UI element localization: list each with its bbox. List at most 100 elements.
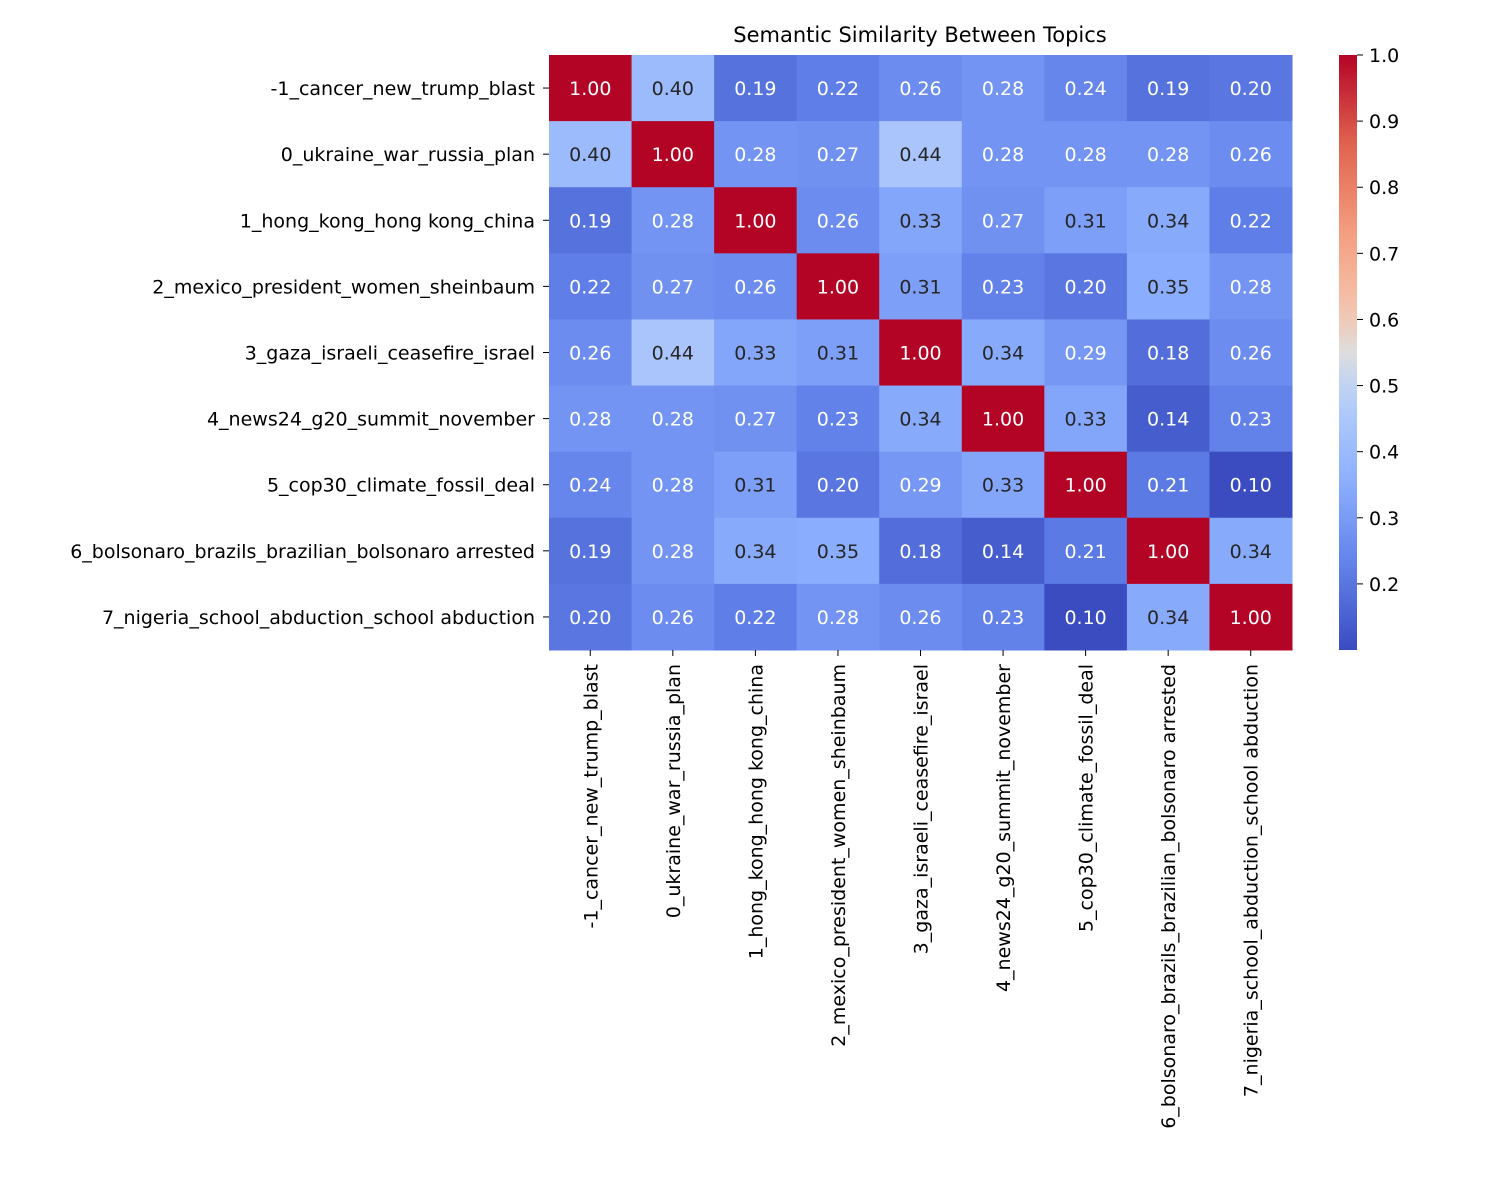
heatmap-cell: [1209, 451, 1293, 519]
heatmap-cell: [1126, 385, 1210, 453]
cell-annotation: 0.26: [817, 210, 859, 232]
x-tick-label: 3_gaza_israeli_ceasefire_israel: [911, 664, 933, 954]
cell-annotation: 0.28: [1064, 144, 1106, 166]
y-tick-label: -1_cancer_new_trump_blast: [271, 78, 536, 100]
heatmap-cell: [796, 517, 880, 585]
cell-annotation: 0.20: [1230, 78, 1272, 100]
cell-annotation: 0.33: [734, 343, 776, 365]
heatmap-cell: [961, 55, 1045, 122]
cell-annotation: 0.27: [817, 144, 859, 166]
heatmap-cell: [1126, 55, 1210, 122]
cell-annotation: 0.33: [899, 210, 941, 232]
heatmap-cell: [879, 55, 963, 122]
heatmap-cell: [796, 385, 880, 453]
heatmap-cell: [1044, 55, 1128, 122]
colorbar-tick-label: 0.9: [1369, 111, 1399, 133]
heatmap-cell: [879, 517, 963, 585]
cell-annotation: 0.35: [1147, 276, 1189, 298]
cell-annotation: 0.28: [734, 144, 776, 166]
cell-annotation: 0.27: [652, 276, 694, 298]
cell-annotation: 0.26: [899, 607, 941, 629]
heatmap-cell: [1044, 451, 1128, 519]
heatmap-cell: [549, 517, 633, 585]
heatmap-cell: [631, 517, 715, 585]
cell-annotation: 0.44: [899, 144, 941, 166]
heatmap-cell: [1044, 187, 1128, 254]
cell-annotation: 1.00: [899, 343, 941, 365]
cell-annotation: 0.20: [1064, 276, 1106, 298]
cell-annotation: 0.28: [817, 607, 859, 629]
heatmap-cell: [1209, 517, 1293, 585]
heatmap-cell: [1126, 319, 1210, 387]
y-tick-label: 0_ukraine_war_russia_plan: [281, 144, 535, 166]
cell-annotation: 0.27: [734, 409, 776, 431]
colorbar: 0.2 0.3 0.4 0.5 0.6 0.7 0.8 0.9 1.0: [1339, 45, 1399, 650]
colorbar-tick-label: 0.7: [1369, 243, 1399, 265]
y-tick-labels: -1_cancer_new_trump_blast 0_ukraine_war_r…: [70, 78, 549, 629]
cell-annotation: 0.23: [817, 409, 859, 431]
heatmap-cell: [961, 517, 1045, 585]
y-tick-label: 1_hong_kong_hong kong_china: [240, 210, 535, 232]
cell-annotation: 0.40: [652, 78, 694, 100]
heatmap-cell: [1126, 187, 1210, 254]
heatmap-cell: [1126, 121, 1210, 188]
cell-annotation: 0.21: [1147, 475, 1189, 497]
cell-annotation: 0.19: [569, 210, 611, 232]
cell-annotation: 1.00: [652, 144, 694, 166]
cell-annotation: 0.20: [817, 475, 859, 497]
heatmap-cell: [631, 583, 715, 651]
x-tick-label: 1_hong_kong_hong kong_china: [745, 664, 767, 959]
heatmap-cell: [796, 319, 880, 387]
cell-annotation: 0.34: [899, 409, 941, 431]
heatmap-cell: [879, 385, 963, 453]
colorbar-tick-label: 0.2: [1369, 574, 1399, 596]
heatmap-cell: [631, 55, 715, 122]
cell-annotation: 0.26: [569, 343, 611, 365]
heatmap-cell: [1044, 385, 1128, 453]
heatmap-cell: [631, 187, 715, 254]
x-tick-label: 5_cop30_climate_fossil_deal: [1076, 664, 1098, 932]
x-tick-label: 0_ukraine_war_russia_plan: [663, 664, 685, 918]
heatmap-cell: [549, 319, 633, 387]
cell-annotation: 0.22: [817, 78, 859, 100]
y-tick-label: 6_bolsonaro_brazils_brazilian_bolsonaro …: [70, 541, 535, 563]
cell-annotation: 1.00: [1230, 607, 1272, 629]
heatmap-cell: [796, 55, 880, 122]
heatmap-cell: [961, 187, 1045, 254]
cell-annotation: 0.23: [1230, 409, 1272, 431]
y-tick-label: 3_gaza_israeli_ceasefire_israel: [245, 343, 535, 365]
cell-annotation: 0.29: [899, 475, 941, 497]
heatmap-cell: [961, 583, 1045, 651]
cell-annotation: 0.23: [982, 276, 1024, 298]
cell-annotation: 0.40: [569, 144, 611, 166]
cell-annotation: 0.27: [982, 210, 1024, 232]
heatmap-cell: [631, 319, 715, 387]
cell-annotation: 0.28: [1230, 276, 1272, 298]
cell-annotation: 0.34: [1147, 210, 1189, 232]
cell-annotation: 0.26: [652, 607, 694, 629]
cell-annotation: 1.00: [734, 210, 776, 232]
cell-annotation: 0.28: [982, 144, 1024, 166]
cell-annotation: 0.14: [982, 541, 1024, 563]
y-tick-label: 2_mexico_president_women_sheinbaum: [152, 276, 535, 298]
heatmap-cell: [961, 121, 1045, 188]
heatmap-cell: [1209, 121, 1293, 188]
cell-annotation: 0.18: [899, 541, 941, 563]
chart-title: Semantic Similarity Between Topics: [733, 23, 1106, 47]
heatmap-cell: [631, 385, 715, 453]
cell-annotation: 0.34: [1230, 541, 1272, 563]
cell-annotation: 0.28: [569, 409, 611, 431]
heatmap-cell: [549, 121, 633, 188]
heatmap-cell: [549, 55, 633, 122]
heatmap-cell: [879, 187, 963, 254]
cell-annotation: 0.23: [982, 607, 1024, 629]
cell-annotation: 0.26: [1230, 343, 1272, 365]
heatmap-cell: [714, 253, 798, 320]
cell-annotation: 0.28: [652, 210, 694, 232]
heatmap-cell: [631, 121, 715, 188]
cell-annotation: 0.31: [734, 475, 776, 497]
cell-annotation: 0.18: [1147, 343, 1189, 365]
x-tick-labels: -1_cancer_new_trump_blast 0_ukraine_war_r…: [580, 650, 1263, 1129]
x-tick-label: 7_nigeria_school_abduction_school abduct…: [1241, 664, 1263, 1097]
